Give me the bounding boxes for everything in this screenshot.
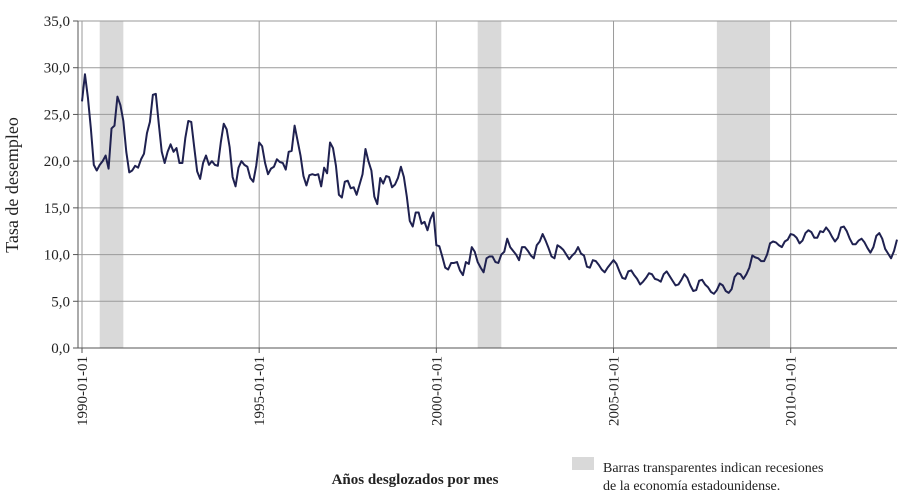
legend-swatch [572, 457, 594, 470]
y-axis-label: Tasa de desempleo [2, 117, 22, 253]
legend-note: Barras transparentes indican recesiones [603, 461, 823, 476]
recession-bar [99, 21, 124, 348]
y-tick-label: 30,0 [44, 61, 70, 77]
x-tick-label: 2010-01-01 [784, 356, 800, 426]
y-tick-label: 10,0 [44, 248, 70, 264]
y-tick-label: 35,0 [44, 14, 70, 30]
y-tick-label: 0,0 [51, 341, 70, 357]
y-tick-label: 5,0 [51, 294, 70, 310]
x-tick-label: 1990-01-01 [75, 356, 91, 426]
x-tick-label: 2000-01-01 [429, 356, 445, 426]
recession-bar [716, 21, 771, 348]
legend-note: de la economía estadounidense. [603, 479, 780, 493]
recession-bar [477, 21, 502, 348]
y-tick-label: 25,0 [44, 107, 70, 123]
x-tick-label: 2005-01-01 [607, 356, 623, 426]
y-tick-label: 20,0 [44, 154, 70, 170]
y-tick-label: 15,0 [44, 201, 70, 217]
data-line [81, 73, 898, 295]
x-tick-label: 1995-01-01 [252, 356, 268, 426]
x-axis-label: Años desglozados por mes [332, 472, 499, 488]
